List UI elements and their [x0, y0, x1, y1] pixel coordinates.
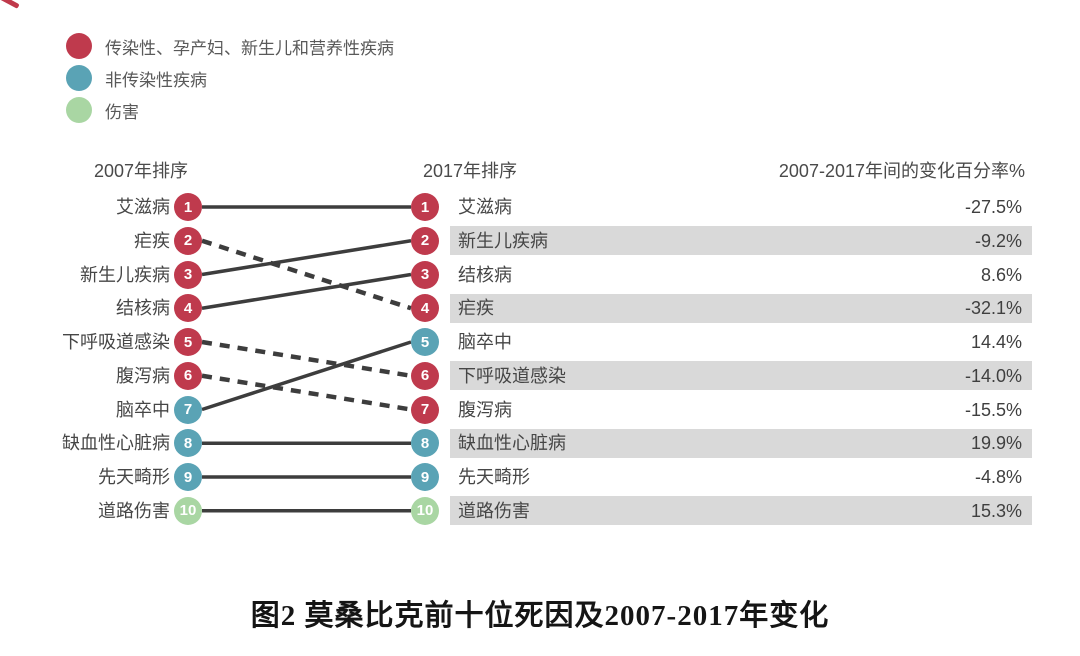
cause-label-2017: 道路伤害	[458, 500, 530, 521]
change-value: 19.9%	[970, 433, 1022, 454]
rank-badge-2017: 6	[411, 361, 439, 390]
cause-label-2017: 疟疾	[458, 298, 494, 319]
change-value: 8.6%	[980, 264, 1022, 285]
rank-badge-2007: 10	[174, 496, 202, 525]
legend-item-communicable: 传染性、孕产妇、新生儿和营养性疾病	[66, 30, 394, 62]
rank-badge-2017: 3	[411, 260, 439, 289]
row-shade-bar	[450, 361, 1032, 391]
row-shade-bar	[450, 293, 1032, 323]
cause-label-2017: 结核病	[458, 264, 512, 285]
legend-label: 伤害	[105, 102, 139, 122]
rank-badge-2007: 5	[174, 328, 202, 356]
rank-badge-2007: 9	[174, 463, 202, 491]
row-shade-bar	[450, 496, 1032, 526]
change-value: -14.0%	[964, 365, 1022, 386]
change-value: -27.5%	[964, 197, 1022, 217]
change-value: -32.1%	[964, 298, 1022, 319]
cause-label-2007: 结核病	[116, 298, 170, 319]
cause-label-2017: 腹泻病	[458, 399, 512, 420]
cause-label-2007: 脑卒中	[116, 399, 170, 420]
category-legend: 传染性、孕产妇、新生儿和营养性疾病 非传染性疾病 伤害	[66, 30, 394, 126]
legend-label: 非传染性疾病	[105, 70, 207, 90]
rank-badge-2007: 4	[174, 294, 202, 323]
rank-badge-2007: 8	[174, 429, 202, 458]
cause-label-2017: 艾滋病	[458, 197, 512, 217]
row-shade-bar	[450, 226, 1032, 256]
rank-badge-2017: 7	[411, 395, 439, 424]
cause-label-2007: 艾滋病	[116, 197, 170, 217]
legend-swatch-injury-icon	[66, 97, 92, 123]
change-value: -4.8%	[974, 467, 1022, 487]
figure-caption: 图2 莫桑比克前十位死因及2007-2017年变化	[250, 600, 830, 632]
change-value: 14.4%	[970, 332, 1022, 352]
rank-badge-2007: 6	[174, 361, 202, 390]
rank-badge-2017: 10	[411, 496, 439, 525]
legend-swatch-noncommunicable-icon	[66, 65, 92, 91]
cause-label-2017: 先天畸形	[458, 467, 530, 487]
rank-badge-2007: 1	[174, 193, 202, 221]
change-value: -15.5%	[964, 399, 1022, 420]
cause-label-2007: 道路伤害	[98, 500, 170, 521]
cause-label-2007: 下呼吸道感染	[62, 332, 170, 352]
cause-label-2007: 缺血性心脏病	[62, 433, 170, 454]
rank-badge-2017: 8	[411, 429, 439, 458]
rank-badge-2017: 2	[411, 226, 439, 255]
legend-item-noncommunicable: 非传染性疾病	[66, 62, 394, 94]
cause-label-2017: 新生儿疾病	[458, 230, 548, 251]
rank-badge-2007: 2	[174, 226, 202, 255]
rank-badge-2007: 3	[174, 260, 202, 289]
legend-swatch-communicable-icon	[66, 33, 92, 59]
rank-badge-2017: 5	[411, 328, 439, 356]
cause-label-2007: 新生儿疾病	[80, 264, 170, 285]
cause-label-2007: 先天畸形	[98, 467, 170, 487]
row-shade-bar	[450, 428, 1032, 458]
column-header-change-percent: 2007-2017年间的变化百分率%	[778, 161, 1025, 181]
cause-label-2007: 腹泻病	[116, 365, 170, 386]
column-header-2017: 2017年排序	[422, 161, 518, 181]
rank-badge-2017: 9	[411, 463, 439, 491]
change-value: -9.2%	[974, 230, 1022, 251]
cause-label-2017: 下呼吸道感染	[458, 365, 566, 386]
rank-badge-2007: 7	[174, 395, 202, 424]
cause-label-2017: 脑卒中	[458, 332, 512, 352]
cause-label-2007: 疟疾	[134, 230, 170, 251]
column-header-2007: 2007年排序	[93, 161, 189, 181]
rank-badge-2017: 1	[411, 193, 439, 221]
change-value: 15.3%	[970, 500, 1022, 521]
legend-item-injury: 伤害	[66, 94, 394, 126]
cause-label-2017: 缺血性心脏病	[458, 433, 566, 454]
legend-label: 传染性、孕产妇、新生儿和营养性疾病	[105, 38, 394, 58]
rank-badge-2017: 4	[411, 294, 439, 323]
